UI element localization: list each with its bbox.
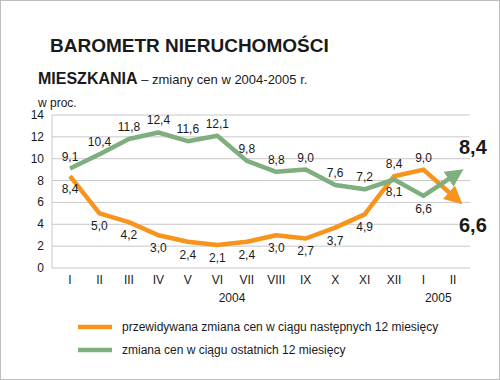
data-label: 9,8 xyxy=(238,142,255,156)
data-label: 4,2 xyxy=(121,228,138,242)
legend-label: przewidywana zmiana cen w ciągu następny… xyxy=(122,320,438,334)
y-tick-label: 14 xyxy=(31,108,45,122)
data-label: 11,6 xyxy=(177,122,200,136)
x-tick-label: IX xyxy=(300,273,311,287)
y-tick-label: 4 xyxy=(37,217,44,231)
data-label: 9,0 xyxy=(297,151,314,165)
frame xyxy=(1,1,500,380)
grid-line xyxy=(52,268,470,269)
y-tick-label: 6 xyxy=(37,195,44,209)
x-tick-label: II xyxy=(450,273,457,287)
data-label: 8,1 xyxy=(386,185,403,199)
data-label: 8,4 xyxy=(62,182,79,196)
x-tick-label: XI xyxy=(359,273,370,287)
data-label: 2,1 xyxy=(209,251,226,265)
legend-swatch xyxy=(78,348,112,353)
data-label: 7,2 xyxy=(356,170,373,184)
x-tick-label: II xyxy=(96,273,103,287)
data-label: 9,0 xyxy=(415,151,432,165)
chart: BAROMETR NIERUCHOMOŚCI MIESZKANIA – zmian… xyxy=(0,0,500,380)
x-tick-label: VII xyxy=(239,273,254,287)
x-tick-label: III xyxy=(124,273,134,287)
grid-line xyxy=(52,136,470,137)
legend-label: zmiana cen w ciągu ostatnich 12 miesięcy xyxy=(122,343,345,357)
end-value-label: 6,6 xyxy=(459,214,487,236)
y-tick-label: 10 xyxy=(31,152,45,166)
x-tick-label: VIII xyxy=(267,273,285,287)
data-label: 3,7 xyxy=(327,234,344,248)
data-label: 2,4 xyxy=(180,248,197,262)
x-group-label: 2004 xyxy=(219,291,246,305)
data-label: 12,4 xyxy=(147,113,171,127)
end-value-label: 8,4 xyxy=(459,136,488,158)
x-group-label: 2005 xyxy=(425,291,452,305)
data-label: 2,4 xyxy=(238,248,255,262)
grid-line xyxy=(52,202,470,203)
x-tick-label: X xyxy=(331,273,339,287)
data-label: 5,0 xyxy=(91,219,108,233)
data-label: 7,6 xyxy=(327,166,344,180)
y-tick-label: 12 xyxy=(31,130,45,144)
data-labels: 8,4 5,0 4,2 3,0 2,4 2,1 2,4 3,0 2,7 3,7 4,9 8,4 9,0 6… xyxy=(62,113,488,265)
legend-swatch xyxy=(78,325,112,330)
series-group xyxy=(70,133,453,246)
y-tick-label: 0 xyxy=(37,261,44,275)
data-label: 8,8 xyxy=(268,153,285,167)
grid-line xyxy=(52,115,470,116)
grid-line xyxy=(52,246,470,247)
data-label: 10,4 xyxy=(88,135,112,149)
grid-line xyxy=(52,180,470,181)
data-label: 3,0 xyxy=(150,241,167,255)
x-tick-label: IV xyxy=(153,273,164,287)
data-label: 11,8 xyxy=(118,120,141,134)
x-tick-label: VI xyxy=(212,273,223,287)
data-label: 2,7 xyxy=(297,244,314,258)
data-label: 6,6 xyxy=(415,202,432,216)
x-tick-label: V xyxy=(184,273,192,287)
x-tick-label: I xyxy=(422,273,425,287)
subtitle: MIESZKANIA – zmiany cen w 2004-2005 r. xyxy=(38,70,307,87)
data-label: 9,1 xyxy=(62,150,79,164)
data-label: 8,4 xyxy=(386,157,403,171)
grid-line xyxy=(52,224,470,225)
y-tick-label: 8 xyxy=(37,174,44,188)
title: BAROMETR NIERUCHOMOŚCI xyxy=(50,35,329,56)
x-tick-label: I xyxy=(68,273,71,287)
data-label: 3,0 xyxy=(268,241,285,255)
grid-line xyxy=(52,158,470,159)
data-label: 12,1 xyxy=(206,117,230,131)
x-tick-label: XII xyxy=(387,273,402,287)
y-tick-label: 2 xyxy=(37,239,44,253)
y-axis xyxy=(52,115,53,268)
data-label: 4,9 xyxy=(356,220,373,234)
